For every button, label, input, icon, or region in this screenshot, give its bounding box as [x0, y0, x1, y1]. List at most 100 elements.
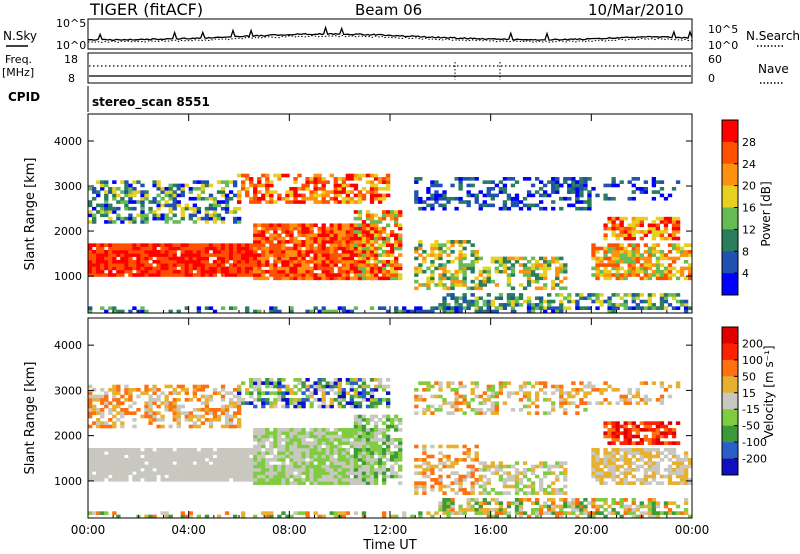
heatmap-cell	[232, 183, 238, 188]
heatmap-cell	[603, 253, 608, 257]
heatmap-cell	[394, 236, 399, 241]
heatmap-cell	[615, 511, 620, 515]
heatmap-cell	[208, 448, 214, 452]
heatmap-cell	[655, 259, 661, 264]
heatmap-cell	[526, 177, 532, 181]
heatmap-cell	[253, 471, 258, 475]
heatmap-cell	[192, 474, 198, 479]
heatmap-cell	[639, 263, 644, 267]
heatmap-cell	[188, 454, 193, 459]
heatmap-cell	[373, 441, 379, 445]
heatmap-cell	[321, 481, 326, 485]
heatmap-cell	[236, 448, 242, 452]
heatmap-cell	[466, 266, 471, 271]
heatmap-cell	[100, 210, 105, 214]
heatmap-cell	[245, 269, 250, 274]
heatmap-cell	[639, 481, 644, 485]
heatmap-cell	[591, 464, 596, 469]
heatmap-cell	[555, 464, 560, 469]
heatmap-cell	[615, 276, 620, 281]
heatmap-cell	[667, 508, 673, 512]
heatmap-cell	[631, 448, 636, 452]
heatmap-cell	[168, 193, 173, 198]
heatmap-cell	[184, 474, 189, 479]
heatmap-cell	[249, 180, 254, 184]
heatmap-cell	[353, 240, 359, 244]
heatmap-cell	[345, 273, 351, 277]
heatmap-cell	[502, 183, 508, 188]
heatmap-cell	[132, 180, 137, 184]
heatmap-cell	[112, 388, 117, 392]
heatmap-cell	[373, 230, 379, 234]
heatmap-cell	[257, 266, 262, 271]
heatmap-cell	[92, 478, 97, 482]
heatmap-cell	[321, 200, 326, 204]
heatmap-cell	[671, 246, 677, 251]
heatmap-cell	[385, 273, 391, 277]
heatmap-cell	[555, 306, 560, 310]
heatmap-cell	[293, 276, 298, 281]
heatmap-cell	[603, 263, 608, 267]
heatmap-cell	[675, 180, 681, 184]
heatmap-cell	[321, 434, 326, 439]
heatmap-cell	[132, 411, 137, 415]
heatmap-cell	[675, 256, 681, 261]
heatmap-cell	[196, 384, 202, 389]
heatmap-cell	[160, 474, 165, 479]
heatmap-cell	[88, 384, 93, 389]
heatmap-cell	[659, 269, 665, 274]
heatmap-cell	[639, 448, 644, 452]
heatmap-cell	[627, 448, 632, 452]
heatmap-cell	[462, 293, 467, 297]
heatmap-cell	[349, 404, 355, 409]
heatmap-cell	[381, 243, 387, 247]
heatmap-cell	[361, 273, 367, 277]
heatmap-cell	[490, 203, 495, 208]
heatmap-cell	[446, 303, 451, 307]
heatmap-cell	[683, 243, 689, 247]
heatmap-cell	[361, 444, 367, 449]
heatmap-cell	[301, 384, 306, 389]
heatmap-cell	[208, 478, 214, 482]
heatmap-cell	[361, 478, 367, 482]
heatmap-cell	[228, 474, 234, 479]
heatmap-cell	[486, 384, 491, 389]
heatmap-cell	[611, 216, 616, 221]
heatmap-cell	[369, 418, 375, 422]
heatmap-cell	[394, 269, 399, 274]
heatmap-cell	[337, 183, 342, 188]
heatmap-cell	[458, 283, 463, 287]
heatmap-cell	[285, 474, 290, 479]
heatmap-cell	[655, 504, 661, 509]
heatmap-cell	[683, 481, 689, 485]
heatmap-cell	[289, 431, 294, 435]
heatmap-cell	[341, 474, 347, 479]
heatmap-cell	[563, 484, 568, 489]
heatmap-cell	[377, 200, 383, 204]
heatmap-cell	[140, 471, 145, 475]
heatmap-cell	[559, 269, 564, 274]
heatmap-cell	[373, 266, 379, 271]
heatmap-cell	[611, 471, 616, 475]
heatmap-cell	[104, 448, 109, 452]
heatmap-cell	[659, 180, 665, 184]
heatmap-cell	[373, 193, 379, 198]
heatmap-cell	[329, 468, 334, 472]
heatmap-cell	[281, 173, 286, 178]
heatmap-cell	[631, 236, 636, 241]
heatmap-cell	[623, 478, 628, 482]
heatmap-cell	[510, 286, 516, 291]
heatmap-cell	[112, 451, 117, 455]
heatmap-cell	[273, 454, 278, 459]
heatmap-cell	[647, 293, 653, 297]
heatmap-cell	[494, 471, 500, 475]
heatmap-cell	[317, 186, 322, 191]
heatmap-cell	[486, 269, 491, 274]
heatmap-cell	[317, 249, 322, 254]
heatmap-cell	[309, 394, 314, 399]
heatmap-cell	[160, 273, 165, 277]
heatmap-cell	[212, 259, 218, 264]
heatmap-cell	[450, 471, 455, 475]
heatmap-cell	[357, 173, 363, 178]
heatmap-cell	[486, 279, 491, 284]
